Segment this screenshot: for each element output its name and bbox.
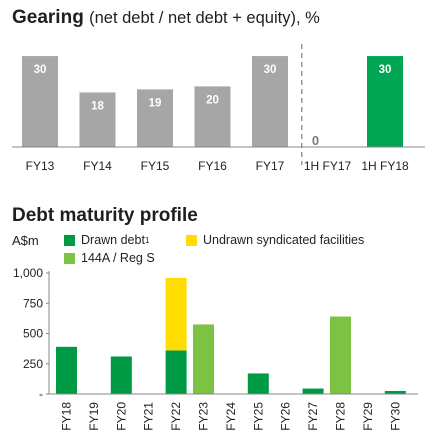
gearing-value-label: 0 <box>312 133 319 148</box>
gearing-chart-title: Gearing (net debt / net debt + equity), … <box>12 7 320 29</box>
maturity-x-tick-label: FY23 <box>197 402 211 431</box>
gearing-value-label: 30 <box>34 64 47 76</box>
y-axis-unit-label: A$m <box>12 233 39 248</box>
gearing-x-tick-label: FY15 <box>141 159 170 173</box>
maturity-x-tick-label: FY25 <box>251 402 265 431</box>
debt-maturity-title: Debt maturity profile <box>12 205 198 226</box>
gearing-bar-fy16 <box>194 86 231 147</box>
maturity-x-tick-label: FY22 <box>169 402 183 431</box>
legend-item-reg-s: 144A / Reg S <box>64 251 155 265</box>
gearing-bar-fy14 <box>79 92 116 147</box>
gearing-value-label: 20 <box>206 94 219 106</box>
maturity-bar-fy18-drawn-debt <box>56 346 77 394</box>
maturity-y-tick-label: 750 <box>23 296 43 310</box>
gearing-value-label: 30 <box>264 64 277 76</box>
gearing-bar-fy13 <box>22 56 58 147</box>
gearing-bar-chart: 30 FY13 18 FY14 19 FY15 20 FY16 30 FY17 0 1H FY17 30… <box>12 44 425 173</box>
maturity-y-tick-label: - <box>39 387 43 401</box>
gearing-x-tick-label: FY17 <box>256 159 285 173</box>
maturity-x-tick-label: FY27 <box>306 402 320 431</box>
gearing-x-tick-label: 1H FY18 <box>361 159 409 173</box>
gearing-x-tick-label: FY14 <box>83 159 112 173</box>
legend-swatch-reg-s <box>64 252 75 264</box>
maturity-bar-fy20-drawn-debt <box>110 356 132 394</box>
gearing-subtitle: (net debt / net debt + equity), % <box>89 9 320 27</box>
legend-label-drawn-debt: Drawn debt <box>81 233 145 247</box>
maturity-y-tick-label: 250 <box>23 357 43 371</box>
gearing-value-label: 19 <box>149 97 162 109</box>
maturity-x-tick-label: FY24 <box>224 402 238 431</box>
gearing-bar-fy15 <box>137 89 173 147</box>
maturity-x-tick-label: FY19 <box>87 402 101 431</box>
legend-swatch-undrawn <box>186 234 197 246</box>
legend-item-undrawn: Undrawn syndicated facilities <box>186 233 364 247</box>
legend-item-drawn-debt: Drawn debt 1 <box>64 233 149 247</box>
maturity-bar-fy28-reg-s <box>330 316 351 394</box>
gearing-title: Gearing <box>12 7 84 28</box>
legend-swatch-drawn-debt <box>64 234 75 246</box>
gearing-x-tick-label: FY16 <box>198 159 227 173</box>
maturity-x-tick-label: FY26 <box>279 402 293 431</box>
maturity-y-tick-label: 500 <box>23 327 43 341</box>
legend-label-undrawn: Undrawn syndicated facilities <box>203 233 365 247</box>
maturity-bar-fy27-drawn-debt <box>302 388 324 394</box>
maturity-x-tick-label: FY29 <box>361 402 375 431</box>
maturity-bar-fy22-drawn-debt <box>165 350 187 394</box>
gearing-bar-fy17 <box>252 56 288 147</box>
maturity-x-tick-label: FY28 <box>334 402 348 431</box>
maturity-x-tick-label: FY21 <box>142 402 156 431</box>
legend-label-reg-s: 144A / Reg S <box>81 251 155 265</box>
maturity-x-tick-label: FY20 <box>114 402 128 431</box>
gearing-x-tick-label: FY13 <box>26 159 55 173</box>
maturity-y-tick-label: 1,000 <box>13 266 43 280</box>
maturity-bar-fy23-reg-s <box>193 324 214 394</box>
legend-footnote-marker: 1 <box>144 235 150 245</box>
gearing-x-tick-label: 1H FY17 <box>304 159 352 173</box>
maturity-bar-fy22-undrawn <box>165 277 187 351</box>
gearing-value-label: 30 <box>379 64 392 76</box>
gearing-value-label: 18 <box>91 100 104 112</box>
maturity-x-tick-label: FY18 <box>60 402 74 431</box>
maturity-x-tick-label: FY30 <box>388 402 402 431</box>
gearing-bar-1h-fy18 <box>367 56 403 147</box>
maturity-bar-fy25-drawn-debt <box>247 373 269 394</box>
maturity-bar-fy30-drawn-debt <box>384 390 406 394</box>
